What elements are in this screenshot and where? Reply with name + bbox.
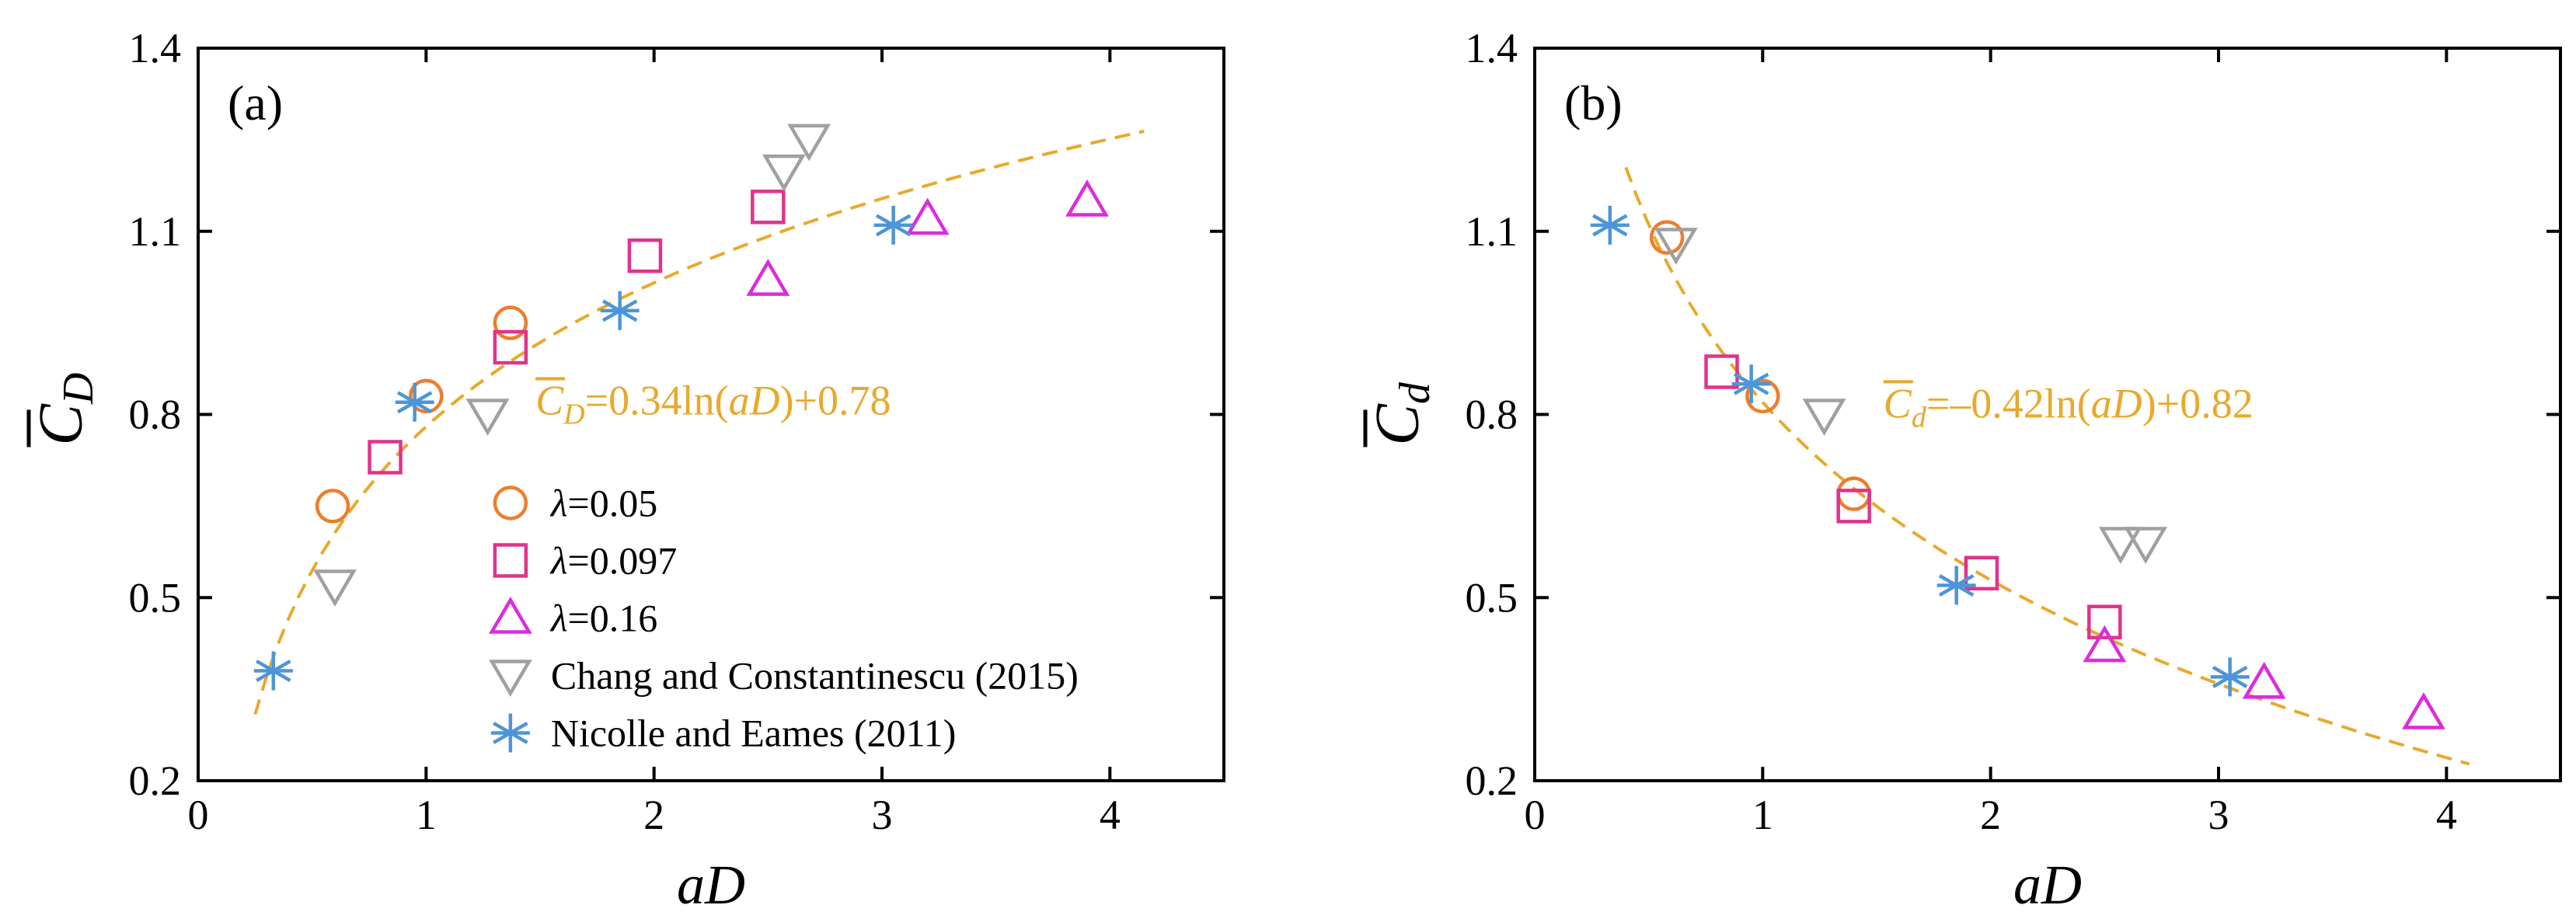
series-nicolle: [1590, 205, 2250, 697]
fit-curve: [253, 130, 1145, 715]
data-point-lambda_016: [905, 197, 950, 235]
data-point-chang: [2124, 527, 2168, 564]
data-point-lambda_005: [1745, 378, 1780, 414]
data-point-lambda_0097: [493, 329, 528, 365]
data-point-lambda_0097: [627, 238, 663, 273]
x-tick-label: 2: [643, 792, 664, 838]
x-tick-label: 0: [1525, 792, 1546, 838]
y-axis-label: Cd: [1364, 381, 1439, 445]
y-tick-label: 1.1: [1466, 208, 1518, 255]
series-lambda_016: [2083, 625, 2445, 729]
data-point-nicolle: [873, 205, 913, 245]
data-point-nicolle: [253, 651, 293, 691]
legend-label-lambda_016: λ=0.16: [549, 596, 657, 639]
series-lambda_0097: [1704, 354, 2122, 639]
chart-panel-b: 0 1 2 3 4 0.2 0.5 0.8 1.1 1.4 aD Cd (b) Cd=–0.42ln(aD…: [1363, 25, 2562, 916]
y-tick-label: 0.8: [129, 392, 182, 438]
series-chang: [313, 124, 831, 607]
data-point-lambda_0097: [2087, 604, 2122, 639]
legend: λ=0.05 λ=0.097 λ=0.16 Chang and Constantine…: [488, 481, 1079, 754]
data-point-chang: [465, 399, 510, 436]
y-tick-label: 0.2: [1466, 757, 1518, 804]
series-lambda_005: [315, 305, 528, 524]
data-point-nicolle: [1590, 205, 1630, 245]
y-tick-label: 0.8: [1466, 392, 1518, 438]
x-tick-label: 3: [2208, 792, 2229, 838]
data-point-lambda_005: [1649, 220, 1685, 255]
data-point-chang: [1654, 228, 1698, 265]
fit-equation: CD=0.34ln(aD)+0.78: [535, 378, 891, 431]
x-tick-label: 1: [1752, 792, 1773, 838]
x-axis-label: aD: [677, 854, 745, 916]
legend-label-lambda_005: λ=0.05: [549, 481, 657, 524]
x-tick-label: 1: [416, 792, 437, 838]
data-point-lambda_016: [746, 259, 790, 296]
data-point-lambda_005: [315, 489, 350, 524]
y-tick-label: 0.2: [129, 757, 182, 804]
y-axis-label: CD: [27, 373, 103, 446]
legend-label-chang: Chang and Constantinescu (2015): [551, 653, 1079, 697]
data-point-lambda_005: [409, 378, 444, 414]
series-lambda_016: [746, 179, 1109, 296]
data-point-chang: [2098, 527, 2142, 564]
x-tick-label: 4: [1100, 792, 1121, 838]
series-nicolle: [253, 205, 913, 691]
y-tick-label: 1.1: [129, 208, 182, 255]
x-tick-label: 3: [872, 792, 893, 838]
data-point-chang: [787, 124, 831, 162]
fit-equation: Cd=–0.42ln(aD)+0.82: [1884, 380, 2254, 433]
chart-panel-a: 0 1 2 3 4 0.2 0.5 0.8 1.1 1.4 aD CD (a) CD=0.34ln(aD)…: [26, 25, 1225, 916]
data-point-chang: [1802, 399, 1846, 436]
data-point-nicolle: [600, 291, 640, 330]
data-point-lambda_016: [2242, 661, 2286, 699]
y-tick-label: 0.5: [1466, 574, 1518, 621]
data-point-chang: [313, 569, 357, 607]
data-point-lambda_005: [493, 305, 528, 340]
data-point-nicolle: [2210, 657, 2250, 697]
data-point-lambda_0097: [1704, 354, 1739, 389]
data-point-lambda_0097: [1964, 555, 1999, 591]
series-lambda_005: [1649, 220, 1871, 511]
x-tick-label: 0: [188, 792, 209, 838]
legend-marker-lambda_016: [488, 596, 532, 634]
series-lambda_0097: [368, 190, 786, 475]
data-point-lambda_005: [1836, 476, 1871, 511]
data-point-lambda_016: [2083, 625, 2127, 663]
y-tick-label: 0.5: [129, 574, 182, 621]
legend-marker-lambda_0097: [493, 543, 528, 578]
legend-label-nicolle: Nicolle and Eames (2011): [551, 711, 957, 754]
data-point-lambda_0097: [751, 190, 786, 225]
data-point-nicolle: [1731, 364, 1771, 404]
x-tick-label: 2: [1980, 792, 2001, 838]
x-tick-label: 4: [2436, 792, 2457, 838]
data-point-nicolle: [1936, 566, 1976, 605]
legend-marker-chang: [488, 660, 532, 697]
data-point-lambda_016: [1065, 179, 1109, 217]
series-chang: [1654, 228, 2168, 564]
legend-label-lambda_0097: λ=0.097: [549, 538, 677, 582]
legend-marker-lambda_005: [493, 486, 528, 520]
data-point-nicolle: [395, 382, 434, 422]
fit-curve: [1624, 166, 2470, 766]
y-tick-label: 1.4: [1466, 25, 1518, 71]
x-axis-label: aD: [2013, 854, 2082, 916]
legend-marker-nicolle: [490, 713, 530, 753]
panel-label: (b): [1564, 75, 1623, 131]
data-point-lambda_0097: [368, 440, 403, 475]
data-point-chang: [762, 154, 806, 192]
data-point-lambda_0097: [1836, 489, 1871, 524]
y-tick-label: 1.4: [129, 25, 182, 71]
panel-label: (a): [228, 75, 283, 131]
data-point-lambda_016: [2402, 692, 2445, 729]
